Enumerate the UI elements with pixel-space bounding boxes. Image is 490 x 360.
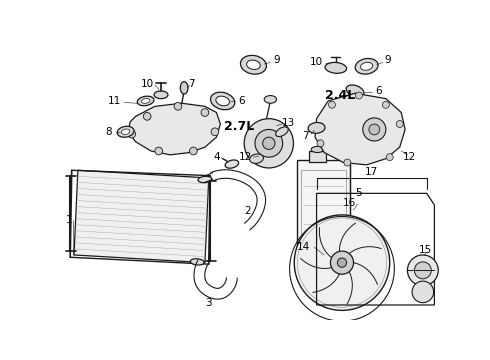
- Text: 16: 16: [343, 198, 356, 208]
- Text: 6: 6: [375, 86, 382, 96]
- Ellipse shape: [154, 91, 168, 99]
- Circle shape: [155, 147, 163, 155]
- Bar: [309, 151, 326, 162]
- Text: 7: 7: [189, 79, 195, 89]
- Ellipse shape: [122, 129, 130, 135]
- Text: 9: 9: [384, 55, 391, 65]
- Text: 14: 14: [297, 242, 310, 252]
- Ellipse shape: [180, 82, 188, 94]
- Text: 10: 10: [310, 58, 323, 67]
- Circle shape: [190, 147, 197, 155]
- Circle shape: [174, 103, 182, 110]
- Text: 12: 12: [238, 152, 251, 162]
- Text: 2.4L: 2.4L: [324, 89, 355, 102]
- Ellipse shape: [216, 96, 229, 106]
- Circle shape: [263, 137, 275, 149]
- Text: 7: 7: [302, 131, 308, 141]
- Text: 3: 3: [205, 298, 212, 309]
- Ellipse shape: [346, 85, 364, 97]
- Circle shape: [143, 112, 151, 120]
- Text: 10: 10: [141, 79, 154, 89]
- Ellipse shape: [355, 58, 378, 74]
- Circle shape: [211, 128, 219, 136]
- Circle shape: [201, 109, 209, 116]
- Circle shape: [337, 258, 346, 267]
- Text: 15: 15: [419, 244, 433, 255]
- Polygon shape: [74, 170, 209, 263]
- Circle shape: [386, 154, 393, 161]
- Ellipse shape: [308, 122, 325, 133]
- Circle shape: [128, 130, 136, 138]
- Ellipse shape: [142, 99, 150, 103]
- Text: 5: 5: [356, 188, 362, 198]
- Ellipse shape: [211, 92, 235, 110]
- Bar: [301, 170, 346, 255]
- Circle shape: [244, 119, 294, 168]
- Circle shape: [328, 101, 336, 108]
- Ellipse shape: [137, 96, 154, 106]
- Text: 8: 8: [105, 127, 112, 137]
- Text: 6: 6: [238, 96, 245, 106]
- Circle shape: [255, 130, 283, 157]
- Ellipse shape: [264, 95, 276, 103]
- Circle shape: [415, 262, 431, 279]
- Text: 1: 1: [65, 215, 72, 225]
- Circle shape: [294, 215, 390, 310]
- Circle shape: [396, 121, 403, 127]
- Circle shape: [412, 281, 434, 303]
- Ellipse shape: [225, 160, 239, 168]
- Text: 9: 9: [273, 55, 280, 65]
- Circle shape: [363, 118, 386, 141]
- Text: 17: 17: [365, 167, 378, 177]
- Bar: [297, 160, 350, 264]
- Ellipse shape: [361, 62, 373, 70]
- Text: 13: 13: [281, 117, 294, 127]
- Ellipse shape: [241, 55, 267, 74]
- Ellipse shape: [246, 60, 260, 69]
- Polygon shape: [128, 103, 220, 155]
- Circle shape: [317, 140, 324, 147]
- Ellipse shape: [198, 176, 212, 183]
- Ellipse shape: [275, 127, 288, 136]
- Ellipse shape: [325, 62, 346, 73]
- Text: 4: 4: [213, 152, 220, 162]
- Circle shape: [344, 159, 351, 166]
- Ellipse shape: [190, 259, 204, 265]
- Ellipse shape: [311, 147, 323, 153]
- Circle shape: [369, 124, 380, 135]
- Circle shape: [408, 255, 438, 286]
- Ellipse shape: [117, 126, 134, 137]
- Circle shape: [355, 92, 363, 99]
- Text: 2: 2: [244, 206, 250, 216]
- Circle shape: [382, 101, 390, 108]
- Circle shape: [330, 251, 354, 274]
- Text: 2.7L: 2.7L: [224, 120, 255, 133]
- Text: 11: 11: [107, 96, 121, 106]
- Ellipse shape: [249, 154, 264, 163]
- Polygon shape: [315, 93, 405, 165]
- Text: 12: 12: [402, 152, 416, 162]
